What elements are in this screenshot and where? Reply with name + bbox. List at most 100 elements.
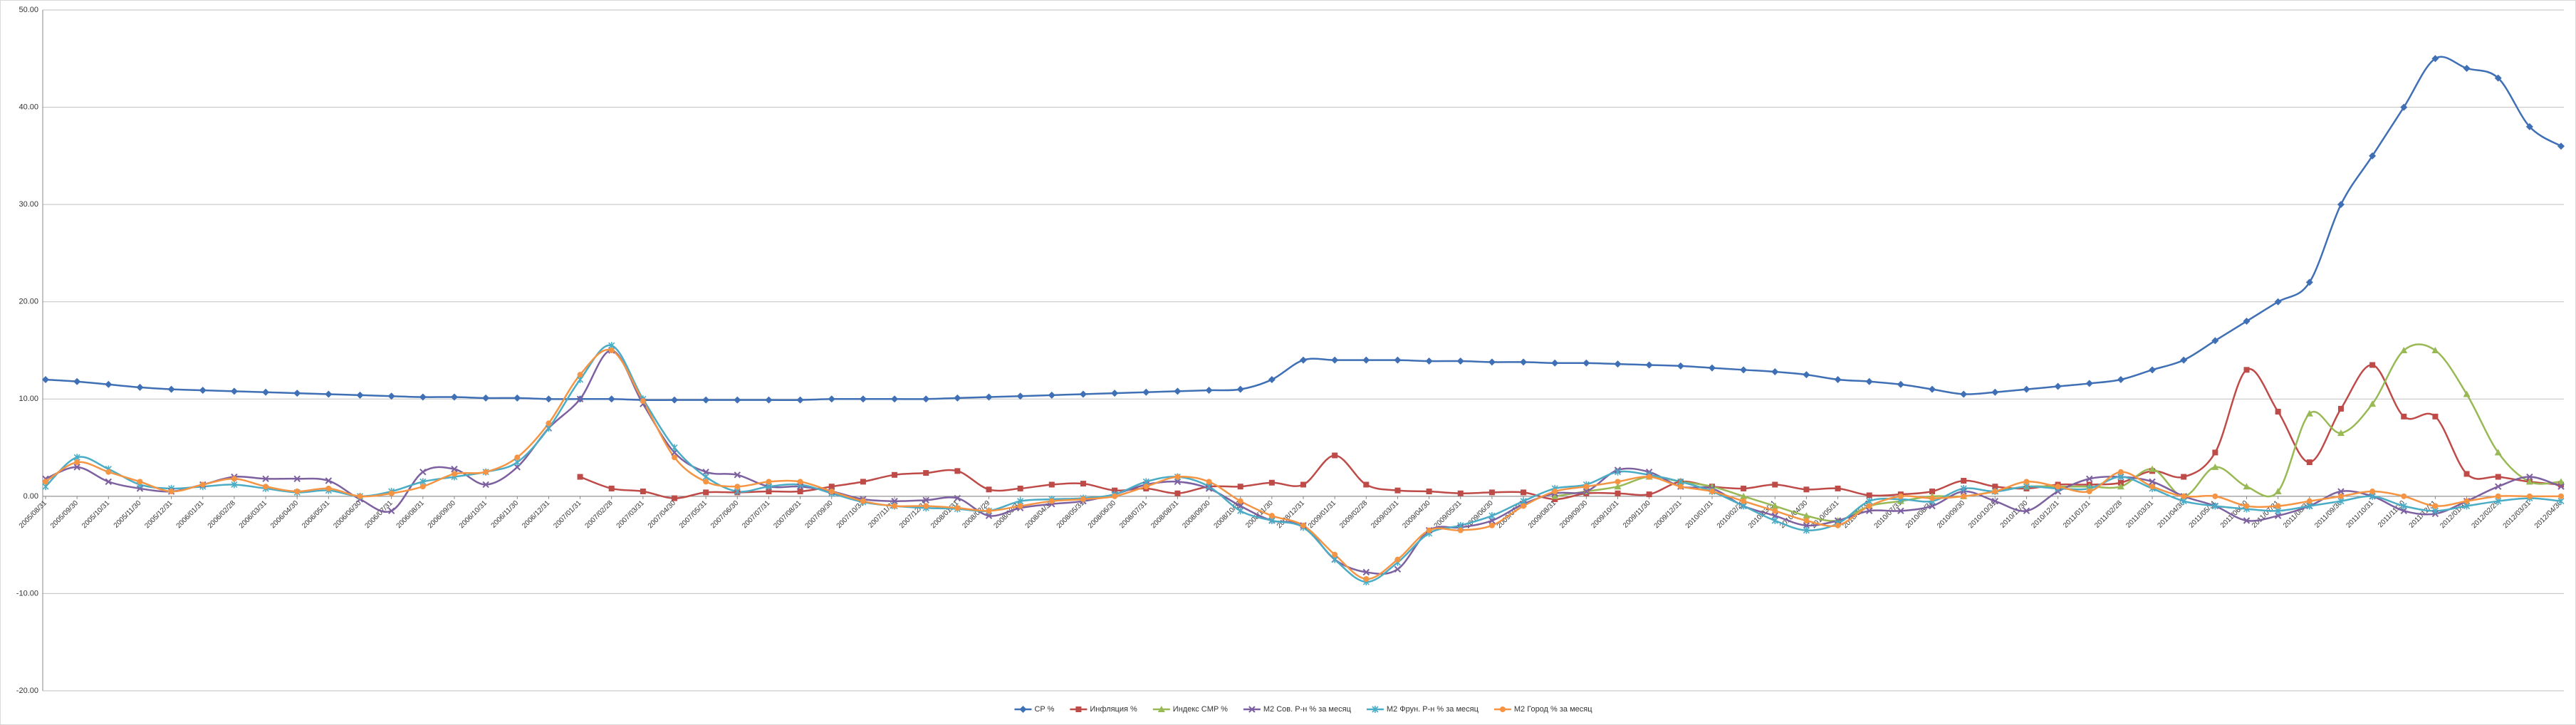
marker <box>2432 413 2439 419</box>
marker <box>1582 359 1590 367</box>
marker <box>2306 498 2312 504</box>
marker <box>828 489 835 495</box>
marker <box>1457 490 1464 496</box>
marker <box>1741 485 1747 491</box>
marker <box>262 388 270 396</box>
marker <box>2558 481 2564 488</box>
series-line <box>580 364 2562 501</box>
marker <box>1236 385 1244 393</box>
marker <box>640 398 646 405</box>
marker <box>2463 390 2471 397</box>
marker <box>1520 358 1528 366</box>
marker <box>450 393 458 401</box>
marker <box>2305 410 2313 417</box>
marker <box>860 498 866 504</box>
marker <box>2243 318 2251 325</box>
marker <box>451 465 458 473</box>
marker <box>1048 481 1055 488</box>
marker <box>2369 152 2377 160</box>
marker <box>1960 390 1968 398</box>
series-line <box>45 56 2562 402</box>
marker <box>73 464 80 471</box>
marker <box>1677 362 1684 370</box>
marker <box>954 394 961 402</box>
marker <box>892 503 898 509</box>
marker <box>2306 459 2312 466</box>
marker <box>1803 371 1810 379</box>
marker <box>576 395 584 402</box>
marker <box>1615 490 1621 496</box>
marker <box>1394 487 1401 494</box>
marker <box>1394 565 1402 573</box>
marker <box>891 395 899 403</box>
marker <box>828 484 835 490</box>
marker <box>2086 489 2092 495</box>
marker <box>1992 489 1998 495</box>
marker <box>1362 356 1370 364</box>
marker <box>1803 522 1810 529</box>
marker <box>1236 502 1244 510</box>
marker <box>2274 512 2282 519</box>
legend: CP % Инфляция % Индекс CMP % M2 Сов. Р-н % … <box>1014 705 1592 714</box>
marker <box>1237 498 1243 504</box>
marker <box>671 444 678 452</box>
marker <box>42 375 49 383</box>
marker <box>168 489 174 495</box>
marker <box>2369 362 2376 368</box>
marker <box>2400 507 2407 515</box>
marker <box>797 489 803 495</box>
marker <box>1157 706 1165 712</box>
marker <box>293 475 301 482</box>
marker <box>1614 360 1622 368</box>
marker <box>577 372 583 378</box>
marker <box>1174 478 1182 486</box>
legend-label: Индекс CMP % <box>1173 705 1228 714</box>
marker <box>2337 429 2345 437</box>
marker <box>1614 483 1622 490</box>
marker <box>2149 465 2157 472</box>
y-tick-label: 30.00 <box>19 200 38 209</box>
marker <box>294 489 301 495</box>
marker <box>2525 122 2533 130</box>
marker <box>954 505 961 511</box>
marker <box>1363 481 1370 488</box>
marker <box>1771 512 1778 519</box>
marker <box>419 393 427 401</box>
marker <box>702 396 710 404</box>
legend-item: Индекс CMP % <box>1152 705 1228 714</box>
series-line <box>45 344 2562 583</box>
marker <box>1961 493 1967 499</box>
y-tick-label: 20.00 <box>19 298 38 306</box>
marker <box>2243 517 2251 524</box>
marker <box>1771 368 1779 376</box>
marker <box>483 469 489 475</box>
marker <box>199 481 206 488</box>
marker <box>1268 375 1276 383</box>
marker <box>1488 522 1495 528</box>
marker <box>451 471 457 477</box>
marker <box>2305 278 2313 286</box>
y-tick-label: -20.00 <box>16 687 38 695</box>
marker <box>1960 484 1967 492</box>
y-tick-label: 10.00 <box>19 395 38 403</box>
marker <box>357 493 363 499</box>
marker <box>2243 483 2251 490</box>
marker <box>1582 488 1590 495</box>
legend-item: M2 Фрун. Р-н % за месяц <box>1366 705 1479 714</box>
marker <box>1048 391 1055 399</box>
marker <box>1017 503 1023 509</box>
marker <box>1803 512 1810 519</box>
marker <box>387 507 395 515</box>
marker <box>608 395 615 403</box>
marker <box>2526 473 2533 481</box>
marker <box>2494 449 2502 456</box>
marker <box>766 489 772 495</box>
marker <box>1521 503 1527 509</box>
marker <box>1803 526 1810 534</box>
marker <box>1803 518 1810 523</box>
marker <box>1488 517 1496 524</box>
y-tick-label: -10.00 <box>16 589 38 598</box>
marker <box>1300 522 1306 528</box>
marker <box>1331 356 1339 364</box>
marker <box>1363 575 1370 582</box>
